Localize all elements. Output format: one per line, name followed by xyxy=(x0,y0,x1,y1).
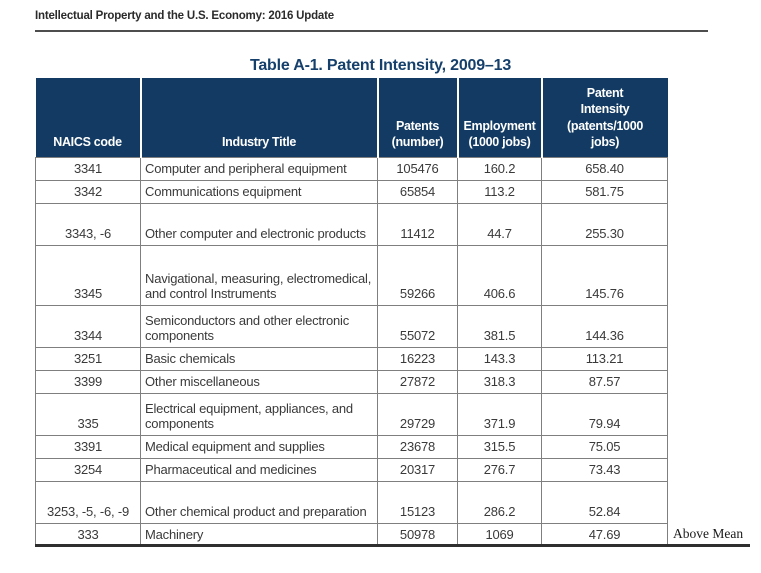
employment-cell: 371.9 xyxy=(457,392,542,436)
table-row: 3344 Semiconductors and other electronic… xyxy=(35,304,668,348)
col-header-employment: Employment (1000 jobs) xyxy=(456,78,542,157)
employment-cell: 160.2 xyxy=(457,156,542,181)
col-header-naics-code: NAICS code xyxy=(35,78,141,157)
employment-cell: 1069 xyxy=(457,522,542,547)
naics-code-cell: 3253, -5, -6, -9 xyxy=(35,480,141,524)
table-row: 3251 Basic chemicals 16223 143.3 113.21 xyxy=(35,346,668,371)
patent-intensity-cell: 79.94 xyxy=(541,392,668,436)
naics-code-cell: 3342 xyxy=(35,179,141,204)
industry-title-cell: Other miscellaneous xyxy=(140,369,378,394)
employment-cell: 286.2 xyxy=(457,480,542,524)
table-row: 3399 Other miscellaneous 27872 318.3 87.… xyxy=(35,369,668,394)
employment-cell: 113.2 xyxy=(457,179,542,204)
table-row: 335 Electrical equipment, appliances, an… xyxy=(35,392,668,436)
industry-title-cell: Basic chemicals xyxy=(140,346,378,371)
patent-intensity-cell: 144.36 xyxy=(541,304,668,348)
patent-intensity-cell: 73.43 xyxy=(541,457,668,482)
col-header-patent-intensity: Patent Intensity (patents/1000 jobs) xyxy=(540,78,668,157)
naics-code-cell: 333 xyxy=(35,522,141,547)
table-row: 3345 Navigational, measuring, electromed… xyxy=(35,244,668,306)
patents-cell: 27872 xyxy=(377,369,458,394)
above-mean-annotation: Above Mean xyxy=(673,526,744,541)
patent-intensity-cell: 87.57 xyxy=(541,369,668,394)
patents-cell: 65854 xyxy=(377,179,458,204)
col-header-patents: Patents (number) xyxy=(376,78,458,157)
table-row: 3343, -6 Other computer and electronic p… xyxy=(35,202,668,246)
employment-cell: 276.7 xyxy=(457,457,542,482)
naics-code-cell: 3343, -6 xyxy=(35,202,141,246)
patents-cell: 50978 xyxy=(377,522,458,547)
table-bottom-rule xyxy=(35,544,750,547)
patent-intensity-cell: 581.75 xyxy=(541,179,668,204)
patents-cell: 105476 xyxy=(377,156,458,181)
patents-cell: 29729 xyxy=(377,392,458,436)
patents-cell: 23678 xyxy=(377,434,458,459)
industry-title-cell: Machinery xyxy=(140,522,378,547)
naics-code-cell: 3254 xyxy=(35,457,141,482)
naics-code-cell: 3341 xyxy=(35,156,141,181)
employment-cell: 315.5 xyxy=(457,434,542,459)
table-row: 3342 Communications equipment 65854 113.… xyxy=(35,179,668,204)
industry-title-cell: Pharmaceutical and medicines xyxy=(140,457,378,482)
employment-cell: 318.3 xyxy=(457,369,542,394)
table-title: Table A-1. Patent Intensity, 2009–13 xyxy=(249,57,512,74)
industry-title-cell: Navigational, measuring, electromedical,… xyxy=(140,244,378,306)
patents-cell: 16223 xyxy=(377,346,458,371)
document-header-title: Intellectual Property and the U.S. Econo… xyxy=(35,10,334,22)
patents-cell: 59266 xyxy=(377,244,458,306)
naics-code-cell: 3391 xyxy=(35,434,141,459)
industry-title-cell: Communications equipment xyxy=(140,179,378,204)
naics-code-cell: 3399 xyxy=(35,369,141,394)
industry-title-cell: Semiconductors and other electronic comp… xyxy=(140,304,378,348)
patents-cell: 20317 xyxy=(377,457,458,482)
employment-cell: 44.7 xyxy=(457,202,542,246)
industry-title-cell: Other chemical product and preparation xyxy=(140,480,378,524)
patent-intensity-cell: 52.84 xyxy=(541,480,668,524)
patent-intensity-cell: 255.30 xyxy=(541,202,668,246)
industry-title-cell: Electrical equipment, appliances, and co… xyxy=(140,392,378,436)
naics-code-cell: 3344 xyxy=(35,304,141,348)
patent-intensity-cell: 113.21 xyxy=(541,346,668,371)
table-row: 3391 Medical equipment and supplies 2367… xyxy=(35,434,668,459)
patents-cell: 11412 xyxy=(377,202,458,246)
header-divider xyxy=(35,30,708,32)
patent-intensity-cell: 47.69 xyxy=(541,522,668,547)
employment-cell: 143.3 xyxy=(457,346,542,371)
patents-cell: 15123 xyxy=(377,480,458,524)
naics-code-cell: 335 xyxy=(35,392,141,436)
patent-intensity-cell: 145.76 xyxy=(541,244,668,306)
employment-cell: 381.5 xyxy=(457,304,542,348)
industry-title-cell: Other computer and electronic products xyxy=(140,202,378,246)
patent-intensity-cell: 75.05 xyxy=(541,434,668,459)
table-row: 3254 Pharmaceutical and medicines 20317 … xyxy=(35,457,668,482)
employment-cell: 406.6 xyxy=(457,244,542,306)
table-row: 333 Machinery 50978 1069 47.69 xyxy=(35,522,668,547)
patents-cell: 55072 xyxy=(377,304,458,348)
naics-code-cell: 3251 xyxy=(35,346,141,371)
col-header-industry-title: Industry Title xyxy=(139,78,378,157)
industry-title-cell: Computer and peripheral equipment xyxy=(140,156,378,181)
patent-intensity-cell: 658.40 xyxy=(541,156,668,181)
table-row: 3253, -5, -6, -9 Other chemical product … xyxy=(35,480,668,524)
table-row: 3341 Computer and peripheral equipment 1… xyxy=(35,156,668,181)
table-header-row: NAICS code Industry Title Patents (numbe… xyxy=(35,78,668,157)
industry-title-cell: Medical equipment and supplies xyxy=(140,434,378,459)
patent-intensity-table: NAICS code Industry Title Patents (numbe… xyxy=(35,78,668,547)
naics-code-cell: 3345 xyxy=(35,244,141,306)
